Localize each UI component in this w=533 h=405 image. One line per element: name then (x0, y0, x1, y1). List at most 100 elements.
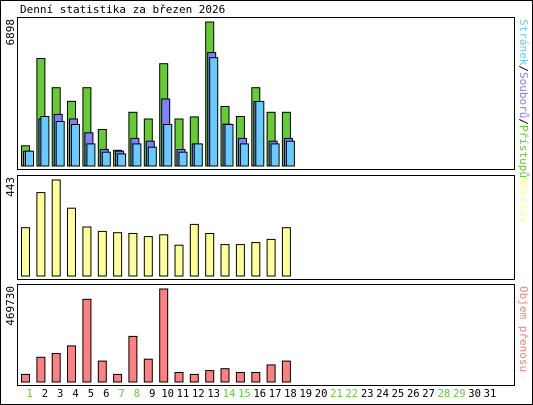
bar-bottom-objem-přenosu-day-9 (143, 358, 153, 383)
bar-top-stránek-day-18 (285, 140, 295, 167)
x-tick-label-day-23: 23 (361, 388, 374, 400)
bar-middle-návštěv-day-10 (159, 234, 169, 277)
x-tick-label-day-30: 30 (468, 388, 481, 400)
legend-item-top-1: / (517, 65, 530, 72)
bar-bottom-objem-přenosu-day-12 (189, 373, 199, 383)
panel-top: 6898 Stránek/Souborů/Přístupů (4, 17, 530, 178)
x-tick-label-day-9: 9 (149, 388, 155, 400)
bar-top-stránek-day-16 (255, 101, 265, 167)
bar-top-stránek-day-15 (239, 143, 249, 167)
bar-middle-návštěv-day-1 (21, 227, 30, 277)
bar-middle-návštěv-day-6 (97, 230, 107, 277)
x-tick-label-day-16: 16 (253, 388, 266, 400)
x-tick-label-day-24: 24 (376, 388, 389, 400)
bar-top-stránek-day-9 (147, 146, 157, 167)
x-tick-label-day-18: 18 (284, 388, 297, 400)
x-tick-label-day-21: 21 (330, 388, 343, 400)
x-tick-label-day-17: 17 (269, 388, 282, 400)
panel-middle: 443 Návštěv (4, 175, 530, 280)
bar-top-stránek-day-10 (163, 124, 173, 167)
bar-top-stránek-day-5 (86, 143, 96, 167)
x-tick-label-day-13: 13 (207, 388, 220, 400)
bar-middle-návštěv-day-14 (220, 244, 230, 277)
x-tick-label-day-2: 2 (42, 388, 48, 400)
bar-middle-návštěv-day-4 (67, 207, 76, 277)
x-tick-label-day-29: 29 (453, 388, 466, 400)
y-max-label-bottom: 469730 (4, 286, 17, 326)
panel-bottom: 469730 Objem přenosu (4, 284, 530, 386)
x-tick-label-day-31: 31 (484, 388, 497, 400)
bar-top-stránek-day-3 (55, 121, 65, 167)
bar-bottom-objem-přenosu-day-7 (113, 373, 123, 383)
bar-bottom-objem-přenosu-day-13 (205, 370, 215, 383)
bar-bottom-objem-přenosu-day-2 (36, 356, 46, 383)
bar-bottom-objem-přenosu-day-1 (21, 373, 30, 383)
legend-item-top-3: / (517, 118, 530, 125)
x-tick-label-day-11: 11 (177, 388, 190, 400)
bar-middle-návštěv-day-18 (281, 227, 291, 277)
bar-middle-návštěv-day-11 (174, 244, 184, 277)
x-tick-label-day-12: 12 (192, 388, 205, 400)
x-tick-label-day-26: 26 (407, 388, 420, 400)
legend-middle: Návštěv (517, 177, 530, 224)
bar-bottom-objem-přenosu-day-8 (128, 335, 138, 383)
panel-frame-bottom (17, 284, 515, 386)
bar-top-stránek-day-6 (101, 151, 111, 167)
bar-middle-návštěv-day-8 (128, 233, 138, 277)
bar-top-stránek-day-1 (25, 150, 34, 167)
bar-bottom-objem-přenosu-day-15 (235, 372, 245, 383)
bar-middle-návštěv-day-5 (82, 226, 92, 277)
bar-top-stránek-day-14 (224, 124, 234, 167)
x-tick-label-day-25: 25 (392, 388, 405, 400)
bar-middle-návštěv-day-12 (189, 223, 199, 277)
legend-bottom: Objem přenosu (517, 286, 530, 372)
bar-top-stránek-day-12 (193, 143, 203, 167)
legend-item-top-4: Přístupů (517, 125, 530, 178)
bar-top-stránek-day-4 (71, 124, 80, 167)
panel-frame-top (17, 17, 515, 170)
bar-top-stránek-day-13 (209, 57, 219, 167)
bar-bottom-objem-přenosu-day-10 (159, 288, 169, 383)
bar-middle-návštěv-day-16 (251, 242, 261, 277)
bar-bottom-objem-přenosu-day-4 (67, 345, 76, 383)
x-tick-label-day-7: 7 (118, 388, 124, 400)
bar-top-stránek-day-17 (270, 143, 280, 167)
bar-top-stránek-day-7 (117, 153, 127, 167)
legend-item-top-2: Souborů (517, 72, 530, 118)
y-max-label-middle: 443 (4, 177, 17, 197)
bar-middle-návštěv-day-15 (235, 244, 245, 277)
bar-bottom-objem-přenosu-day-18 (281, 360, 291, 383)
panel-frame-middle (17, 175, 515, 280)
y-max-label-top: 6898 (4, 19, 17, 46)
bar-bottom-objem-přenosu-day-16 (251, 372, 261, 383)
bar-middle-návštěv-day-13 (205, 233, 215, 277)
x-tick-label-day-28: 28 (438, 388, 451, 400)
bar-bottom-objem-přenosu-day-5 (82, 298, 92, 383)
bar-middle-návštěv-day-17 (266, 238, 276, 277)
x-tick-label-day-8: 8 (134, 388, 140, 400)
legend-item-bottom-0: Objem přenosu (517, 286, 530, 372)
bar-middle-návštěv-day-7 (113, 232, 123, 277)
x-tick-label-day-20: 20 (315, 388, 328, 400)
bar-bottom-objem-přenosu-day-6 (97, 360, 107, 383)
legend-top: Stránek/Souborů/Přístupů (517, 19, 530, 178)
x-tick-label-day-3: 3 (57, 388, 63, 400)
bar-bottom-objem-přenosu-day-14 (220, 368, 230, 383)
chart-title: Denní statistika za březen 2026 (20, 3, 225, 16)
x-tick-label-day-27: 27 (422, 388, 435, 400)
legend-item-top-0: Stránek (517, 19, 530, 66)
x-tick-label-day-5: 5 (88, 388, 94, 400)
legend-item-middle-0: Návštěv (517, 177, 530, 224)
x-tick-label-day-10: 10 (161, 388, 174, 400)
x-tick-label-day-22: 22 (345, 388, 358, 400)
bar-bottom-objem-přenosu-day-11 (174, 372, 184, 383)
x-tick-label-day-6: 6 (103, 388, 109, 400)
x-tick-label-day-14: 14 (223, 388, 236, 400)
bar-top-stránek-day-2 (40, 116, 50, 167)
bar-top-stránek-day-8 (132, 143, 142, 167)
x-tick-label-day-1: 1 (26, 388, 32, 400)
bar-bottom-objem-přenosu-day-3 (51, 353, 61, 383)
bar-top-stránek-day-11 (178, 151, 188, 167)
